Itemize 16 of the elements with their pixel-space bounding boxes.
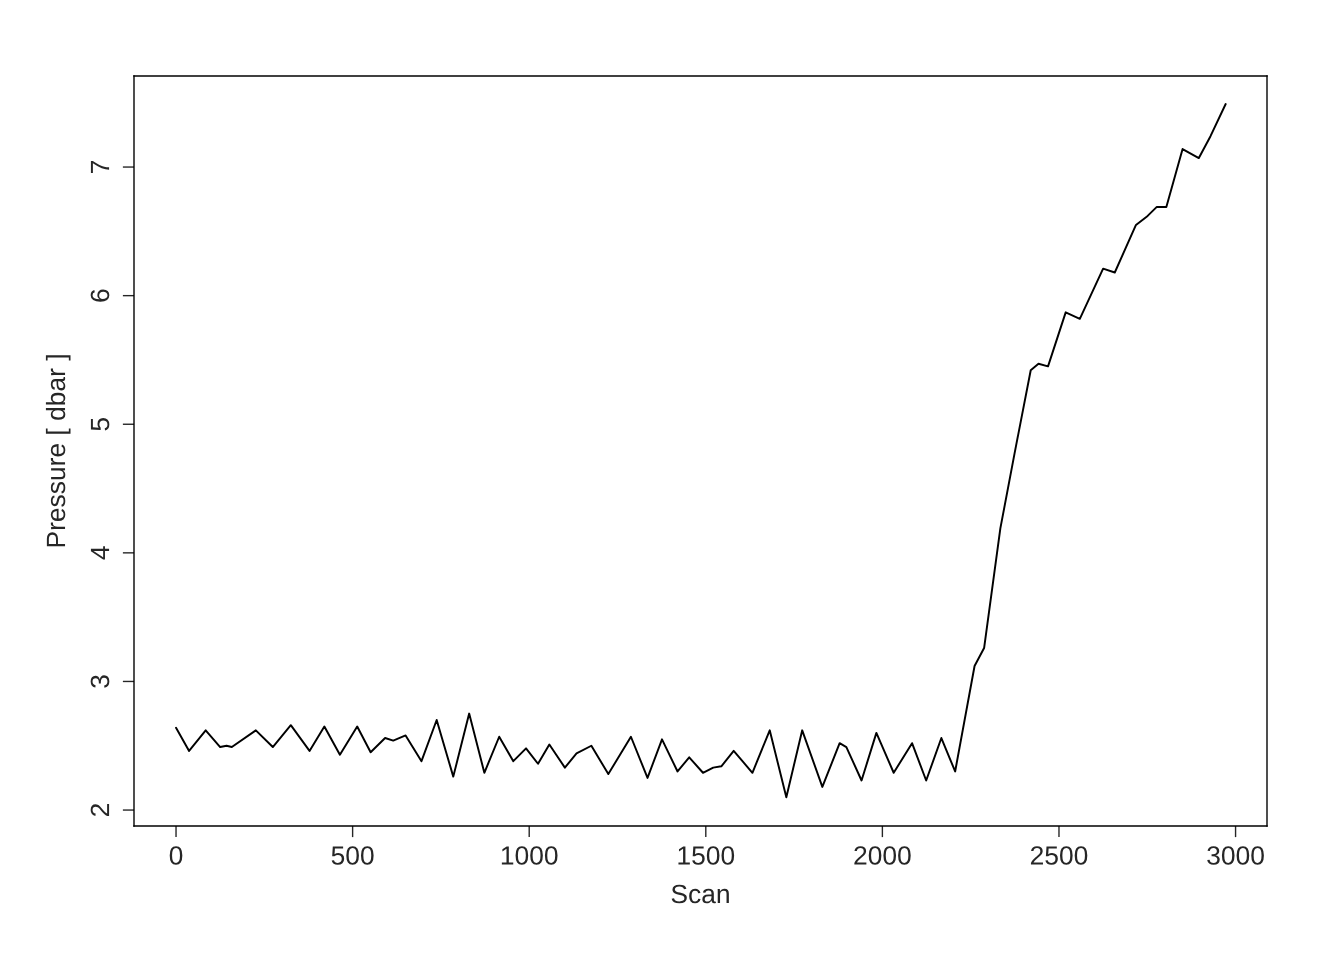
y-tick-label: 5 bbox=[90, 418, 110, 431]
y-tick-label: 7 bbox=[90, 161, 110, 174]
y-tick-label: 2 bbox=[90, 804, 110, 817]
x-tick-label: 1500 bbox=[678, 846, 735, 865]
x-tick-label: 500 bbox=[331, 846, 374, 865]
x-tick-label: 0 bbox=[169, 846, 183, 865]
y-tick-label: 4 bbox=[90, 546, 110, 560]
x-tick-label: 2500 bbox=[1030, 846, 1088, 865]
x-tick-label: 3000 bbox=[1207, 846, 1264, 865]
x-axis-title: Scan bbox=[671, 884, 729, 904]
y-axis-title: Pressure [ dbar ] bbox=[45, 355, 71, 547]
line-series bbox=[175, 103, 1227, 799]
x-tick-label: 2000 bbox=[854, 846, 911, 865]
y-tick-label: 3 bbox=[90, 675, 110, 688]
x-tick-label: 1000 bbox=[501, 846, 558, 865]
y-tick-label: 6 bbox=[90, 289, 110, 302]
